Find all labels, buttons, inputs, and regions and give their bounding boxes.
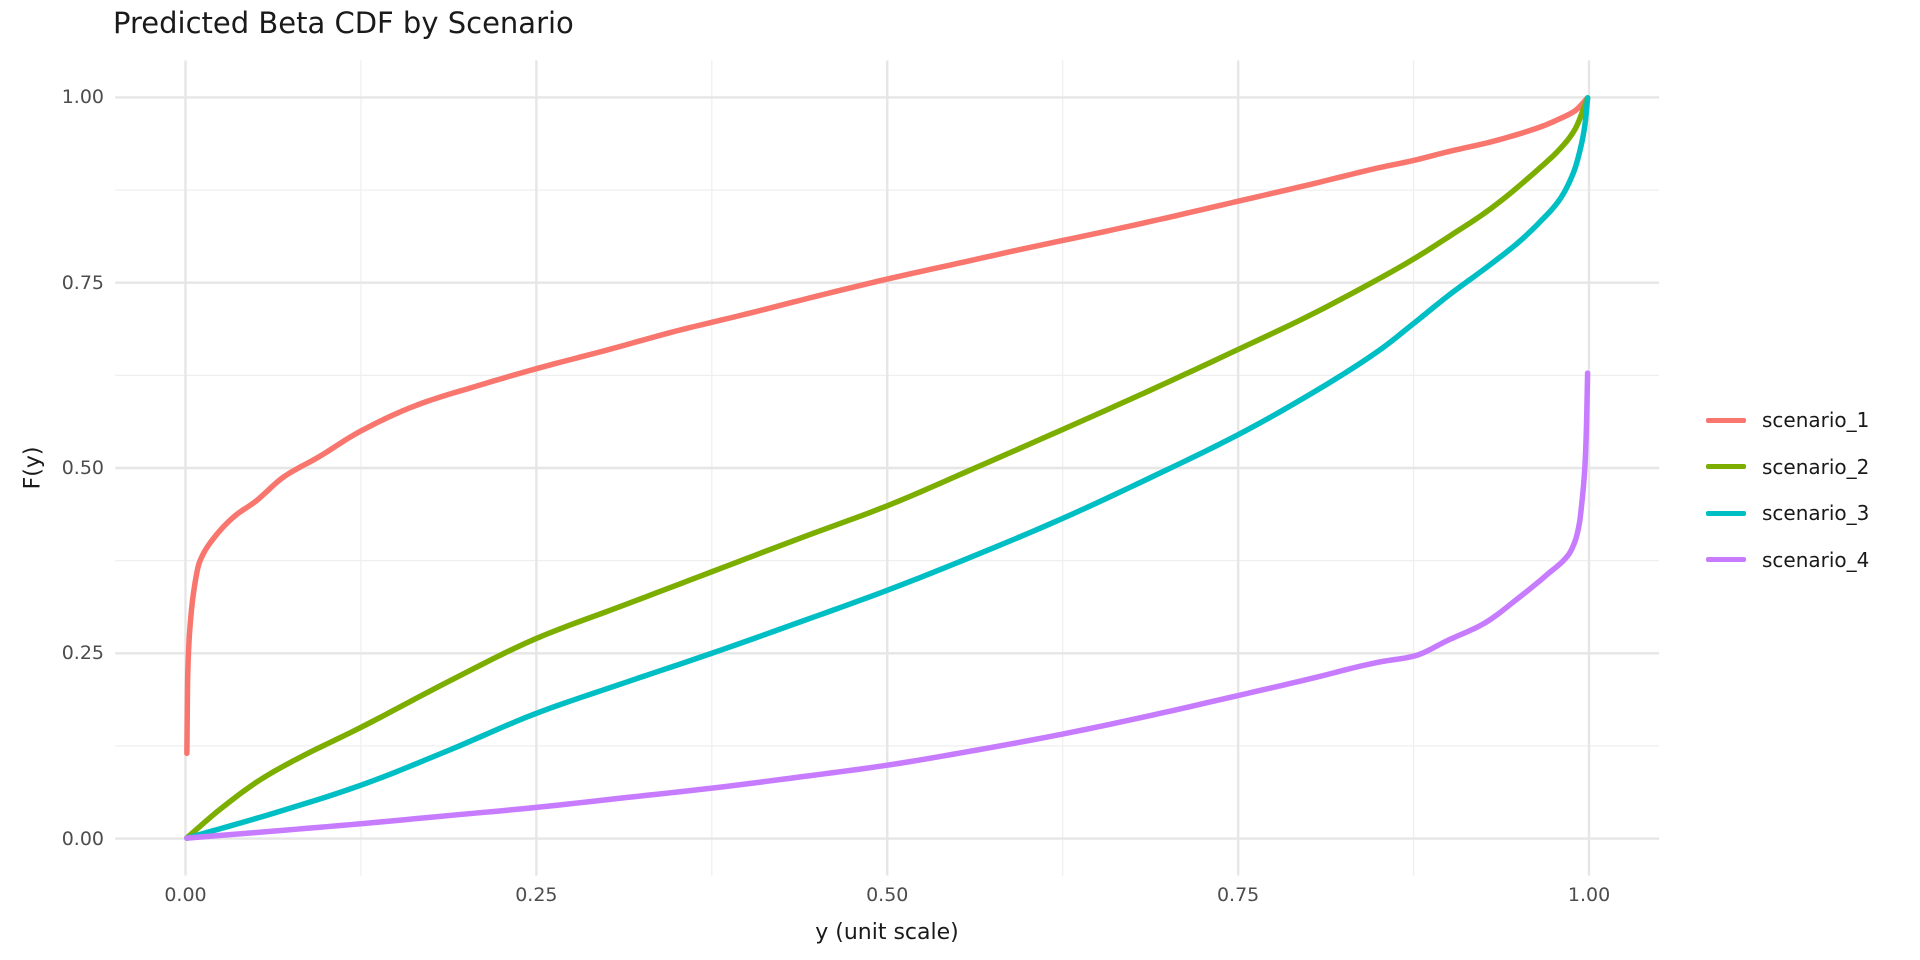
legend-item-scenario_1: scenario_1: [1706, 405, 1869, 435]
legend-label: scenario_2: [1762, 454, 1870, 479]
y-tick-label: 0.00: [61, 827, 104, 850]
series-line-scenario_1: [184, 95, 1591, 757]
x-tick-label: 0.50: [866, 884, 909, 906]
legend-label: scenario_3: [1762, 501, 1870, 525]
chart-title: Predicted Beta CDF by Scenario: [113, 6, 574, 40]
x-tick-label: 1.00: [1567, 884, 1611, 906]
legend-key-scenario_4: [1706, 557, 1746, 562]
x-tick-label: 0.75: [1216, 884, 1260, 906]
y-tick-label: 0.25: [61, 642, 104, 665]
y-axis-title: F(y): [20, 446, 46, 490]
series-line-scenario_4: [184, 370, 1591, 841]
x-tick-label: 0.25: [515, 884, 558, 906]
legend-key-scenario_1: [1706, 417, 1746, 423]
series-line-scenario_2: [184, 95, 1591, 841]
legend-label: scenario_1: [1762, 408, 1870, 432]
legend-key-scenario_3: [1706, 510, 1746, 516]
y-tick-label: 0.50: [61, 457, 104, 479]
legend-item-scenario_3: scenario_3: [1706, 498, 1869, 528]
legend-key-scenario_2: [1706, 464, 1746, 469]
legend-item-scenario_4: scenario_4: [1706, 545, 1869, 575]
x-axis-title: y (unit scale): [815, 920, 959, 945]
y-tick-label: 1.00: [61, 86, 104, 109]
gridlines-major: [115, 60, 1660, 876]
series-line-scenario_3: [184, 95, 1591, 841]
legend-label: scenario_4: [1762, 547, 1870, 572]
legend-item-scenario_2: scenario_2: [1706, 452, 1869, 482]
series-lines: [184, 95, 1591, 841]
y-tick-label: 0.75: [61, 271, 104, 294]
x-tick-label: 0.00: [164, 884, 207, 906]
